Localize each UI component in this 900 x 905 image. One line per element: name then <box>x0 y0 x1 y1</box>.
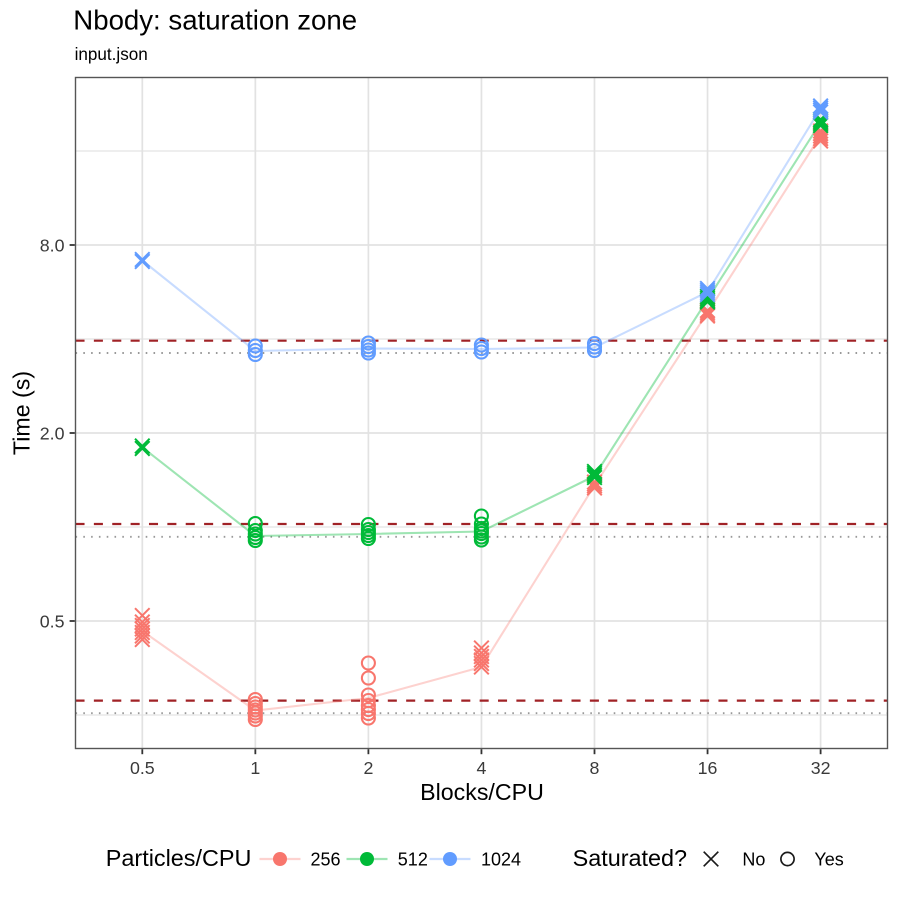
svg-text:input.json: input.json <box>75 45 148 64</box>
svg-text:1: 1 <box>250 758 260 778</box>
svg-text:Particles/CPU: Particles/CPU <box>106 845 252 871</box>
svg-text:512: 512 <box>398 850 428 870</box>
svg-text:1024: 1024 <box>481 850 521 870</box>
svg-text:Blocks/CPU: Blocks/CPU <box>420 779 544 805</box>
svg-text:Yes: Yes <box>814 850 843 870</box>
svg-text:0.5: 0.5 <box>130 758 155 778</box>
svg-text:Nbody: saturation zone: Nbody: saturation zone <box>73 4 357 35</box>
svg-text:16: 16 <box>698 758 718 778</box>
svg-text:No: No <box>742 850 765 870</box>
svg-text:4: 4 <box>477 758 487 778</box>
svg-text:Saturated?: Saturated? <box>573 845 687 871</box>
svg-text:2: 2 <box>363 758 373 778</box>
svg-text:8: 8 <box>590 758 600 778</box>
svg-text:32: 32 <box>811 758 831 778</box>
svg-text:0.5: 0.5 <box>40 612 65 632</box>
svg-text:8.0: 8.0 <box>40 236 65 256</box>
svg-text:2.0: 2.0 <box>40 424 65 444</box>
svg-text:Time (s): Time (s) <box>9 371 35 455</box>
svg-text:256: 256 <box>311 850 341 870</box>
